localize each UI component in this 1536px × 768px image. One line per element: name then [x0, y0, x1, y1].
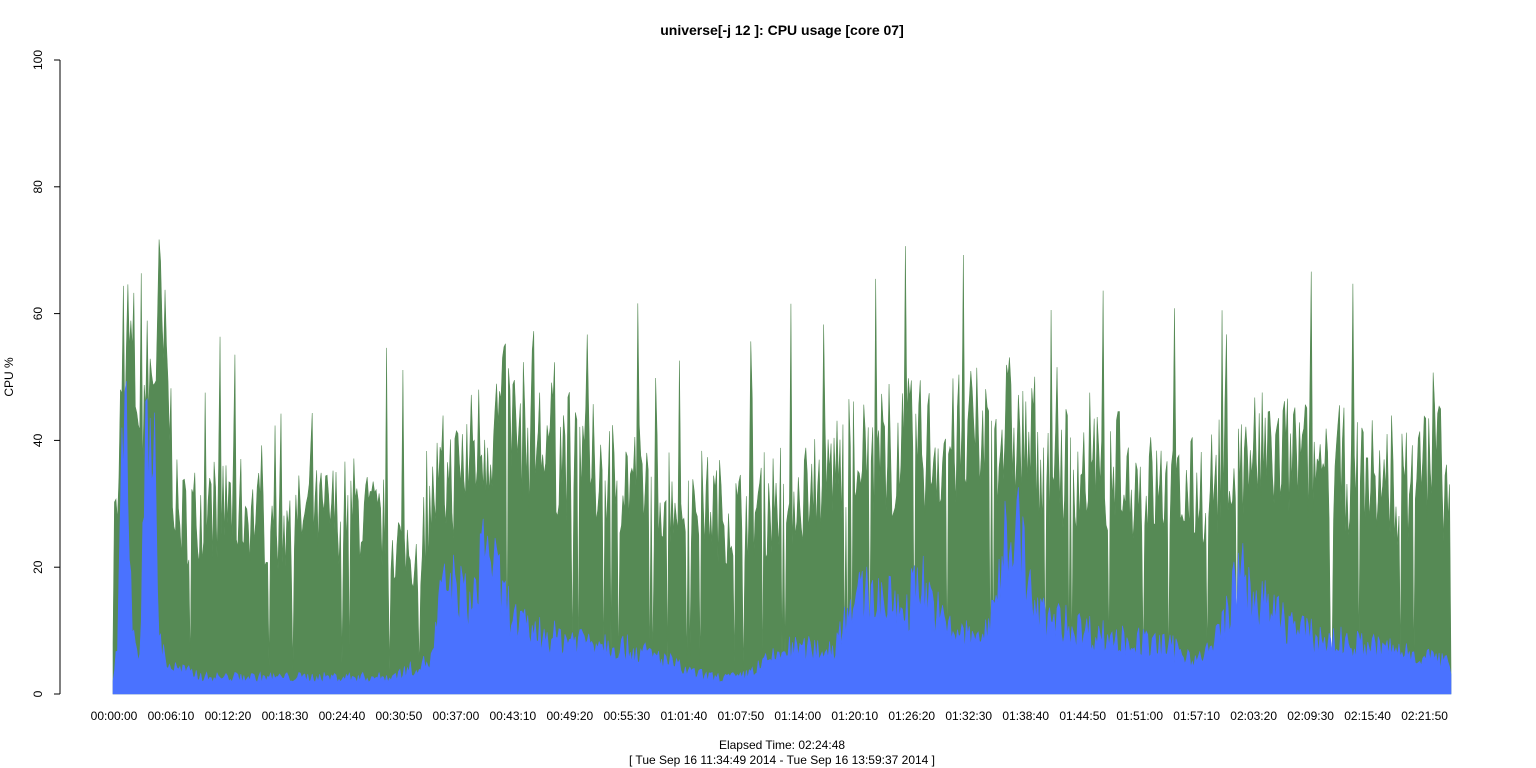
x-axis-label: Elapsed Time: 02:24:48 [719, 738, 845, 752]
x-tick-label: 00:30:50 [376, 709, 423, 723]
series-user-area [112, 381, 1452, 695]
y-tick-label: 80 [31, 180, 45, 194]
x-tick-label: 00:43:10 [490, 709, 537, 723]
x-tick-label: 01:07:50 [717, 709, 764, 723]
axes: 0 20 40 60 80 100 00:00:00 00:06:10 00:12:20 00:1… [31, 50, 1448, 723]
chart-title: universe[-j 12 ]: CPU usage [core 07] [660, 22, 904, 38]
y-tick-label: 0 [31, 690, 45, 697]
y-tick-label: 60 [31, 307, 45, 321]
x-tick-label: 02:21:50 [1401, 709, 1448, 723]
x-tick-label: 01:14:00 [774, 709, 821, 723]
y-tick-label: 100 [31, 50, 45, 70]
x-tick-label: 02:09:30 [1287, 709, 1334, 723]
x-tick-label: 00:06:10 [148, 709, 195, 723]
y-tick-label: 40 [31, 433, 45, 447]
plot-area [112, 239, 1452, 695]
x-tick-label: 00:24:40 [319, 709, 366, 723]
x-tick-label: 01:20:10 [831, 709, 878, 723]
x-tick-label: 02:03:20 [1230, 709, 1277, 723]
y-tick-label: 20 [31, 560, 45, 574]
x-tick-label: 00:37:00 [433, 709, 480, 723]
x-tick-label: 02:15:40 [1344, 709, 1391, 723]
x-tick-label: 00:18:30 [262, 709, 309, 723]
x-tick-label: 00:49:20 [546, 709, 593, 723]
x-tick-label: 00:55:30 [603, 709, 650, 723]
x-tick-label: 01:44:50 [1059, 709, 1106, 723]
series-total-area [112, 239, 1452, 695]
x-tick-label: 01:01:40 [660, 709, 707, 723]
x-tick-label: 00:00:00 [91, 709, 138, 723]
x-tick-label: 01:57:10 [1173, 709, 1220, 723]
x-tick-label: 01:51:00 [1116, 709, 1163, 723]
x-tick-label: 01:38:40 [1002, 709, 1049, 723]
chart-subtitle: [ Tue Sep 16 11:34:49 2014 - Tue Sep 16 … [629, 753, 935, 767]
x-tick-label: 00:12:20 [205, 709, 252, 723]
x-tick-label: 01:32:30 [945, 709, 992, 723]
x-tick-label: 01:26:20 [888, 709, 935, 723]
y-axis-label: CPU % [2, 357, 16, 397]
